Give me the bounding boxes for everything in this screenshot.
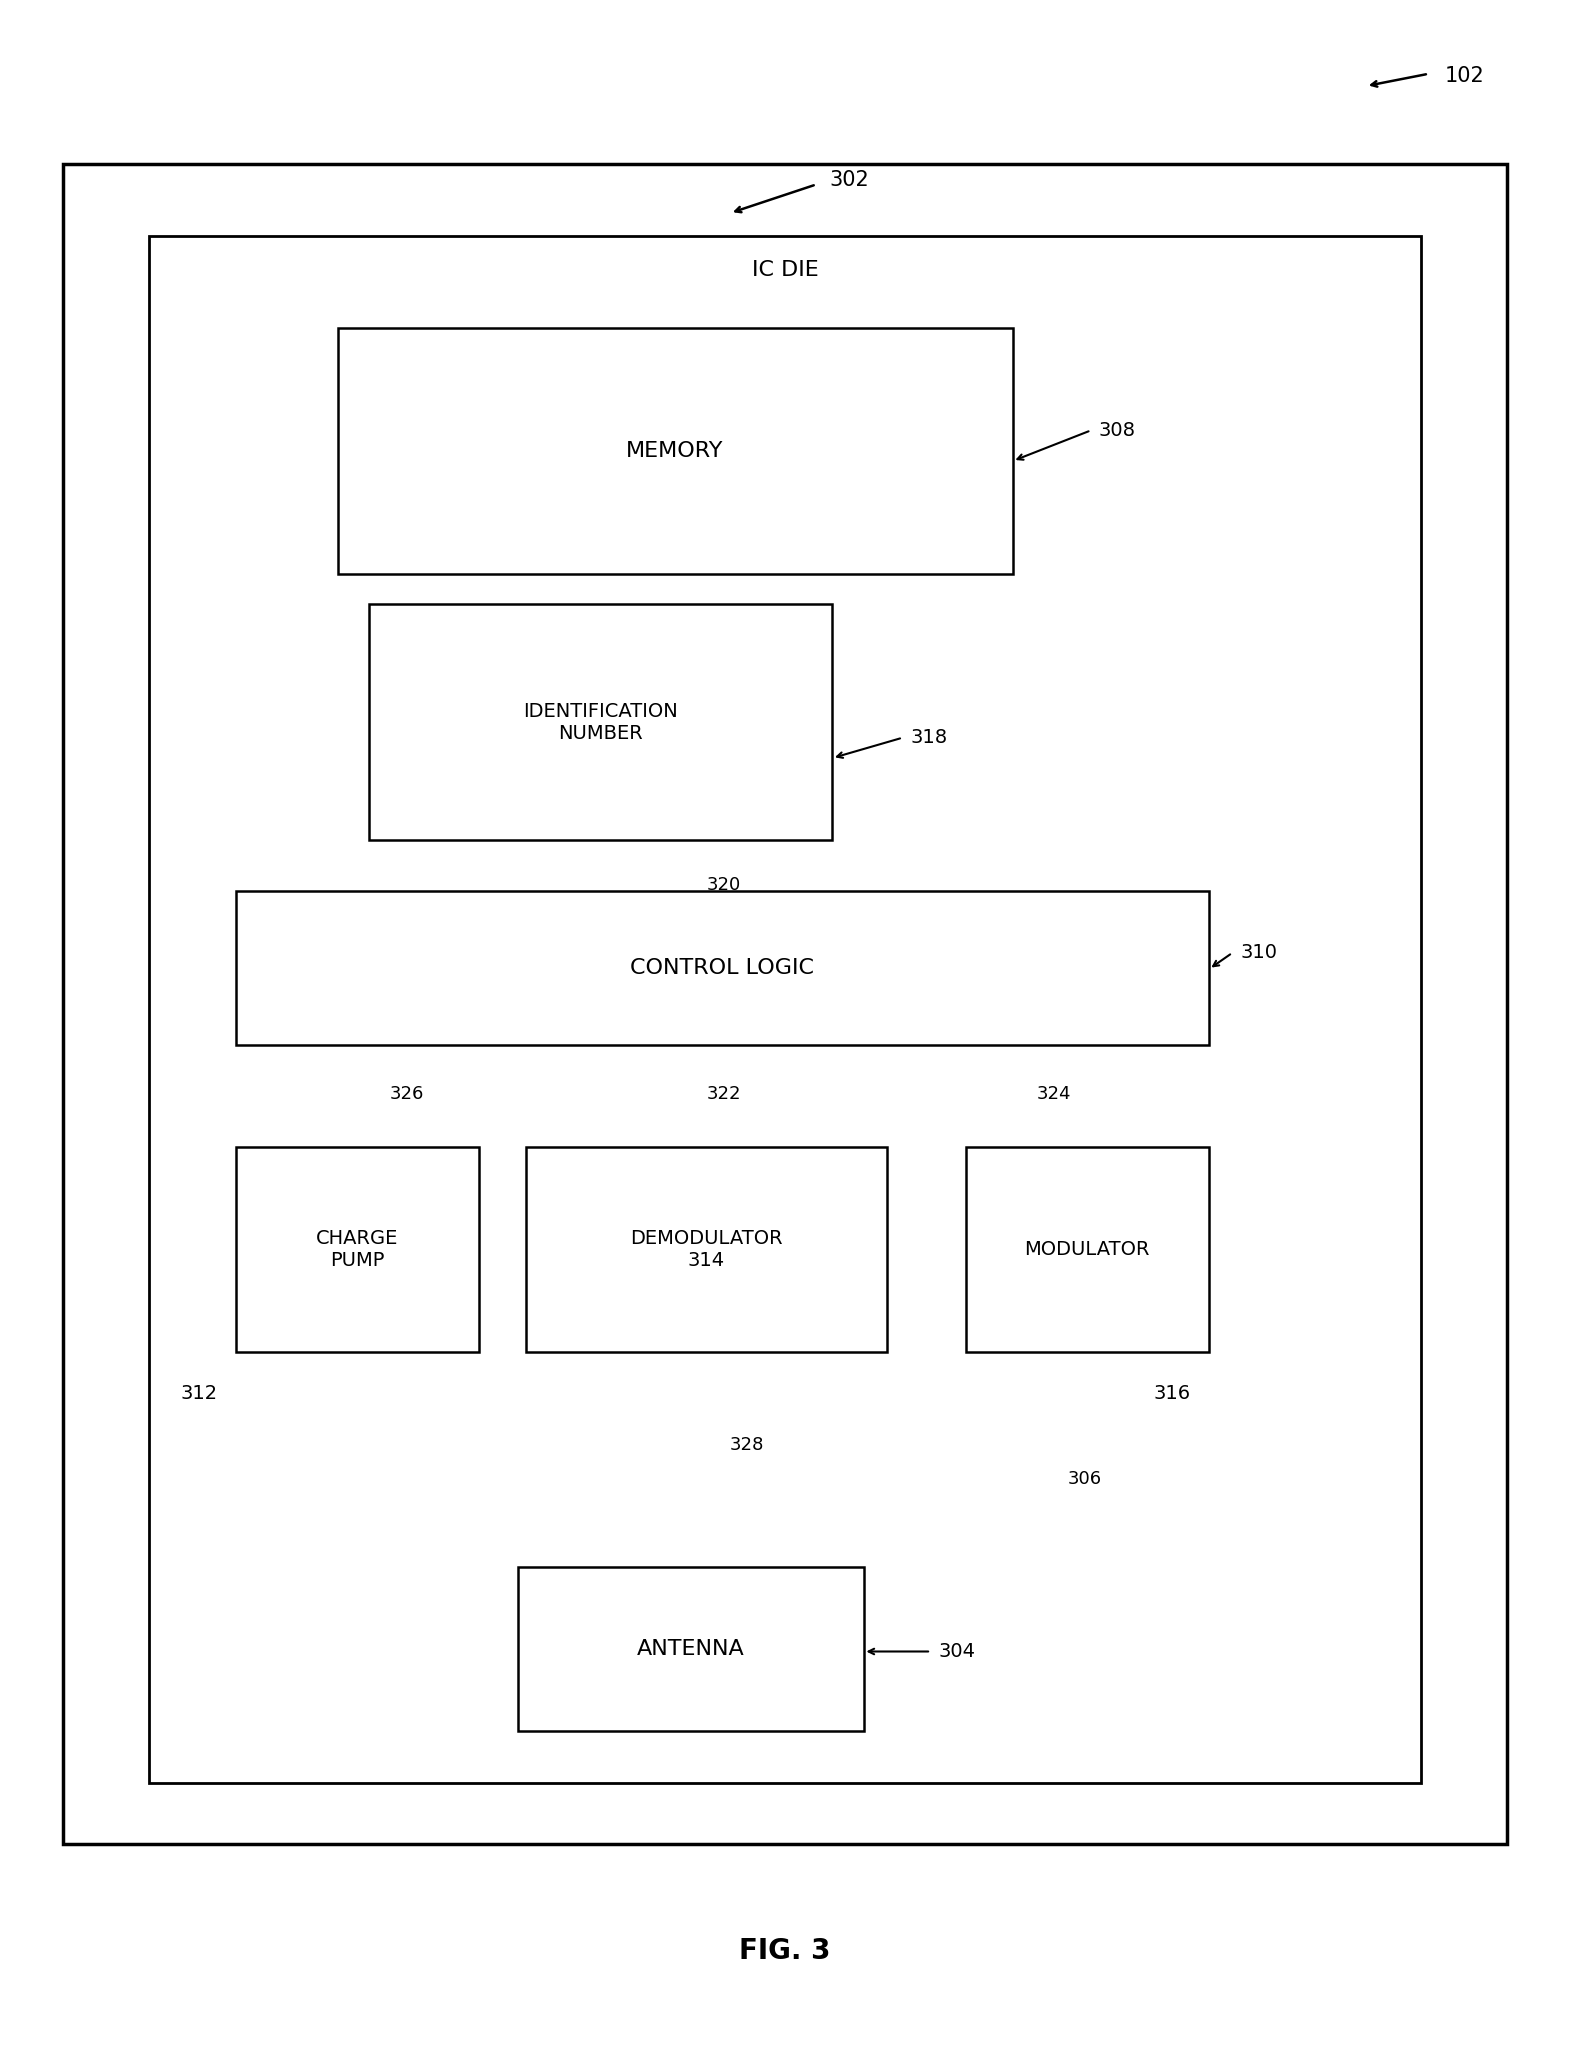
Bar [966, 1147, 1209, 1352]
Bar [236, 1147, 479, 1352]
Text: 320: 320 [706, 877, 741, 893]
Text: 102: 102 [1444, 66, 1484, 86]
Text: 308: 308 [1099, 420, 1137, 441]
Text: 318: 318 [911, 727, 948, 748]
Text: ANTENNA: ANTENNA [637, 1639, 744, 1660]
Bar [338, 328, 1013, 574]
Text: 328: 328 [730, 1436, 765, 1453]
Text: 312: 312 [181, 1383, 218, 1404]
Text: 324: 324 [1036, 1086, 1071, 1102]
Bar [369, 604, 832, 840]
Text: CHARGE
PUMP: CHARGE PUMP [316, 1229, 399, 1270]
Bar [63, 164, 1507, 1844]
Text: 322: 322 [706, 1086, 741, 1102]
Text: DEMODULATOR
314: DEMODULATOR 314 [630, 1229, 783, 1270]
Text: FIG. 3: FIG. 3 [739, 1936, 831, 1965]
Text: MEMORY: MEMORY [626, 441, 724, 461]
Text: 302: 302 [829, 170, 868, 191]
Text: 326: 326 [389, 1086, 424, 1102]
Text: CONTROL LOGIC: CONTROL LOGIC [630, 959, 815, 977]
Text: 306: 306 [1068, 1471, 1102, 1488]
Text: MODULATOR: MODULATOR [1025, 1240, 1149, 1260]
Text: IDENTIFICATION
NUMBER: IDENTIFICATION NUMBER [523, 701, 678, 744]
Bar [236, 891, 1209, 1045]
Text: 310: 310 [1240, 943, 1278, 963]
Text: 304: 304 [939, 1641, 977, 1662]
Text: 316: 316 [1154, 1383, 1192, 1404]
Bar [149, 236, 1421, 1783]
Bar [526, 1147, 887, 1352]
Bar [518, 1567, 864, 1731]
Text: IC DIE: IC DIE [752, 260, 818, 281]
